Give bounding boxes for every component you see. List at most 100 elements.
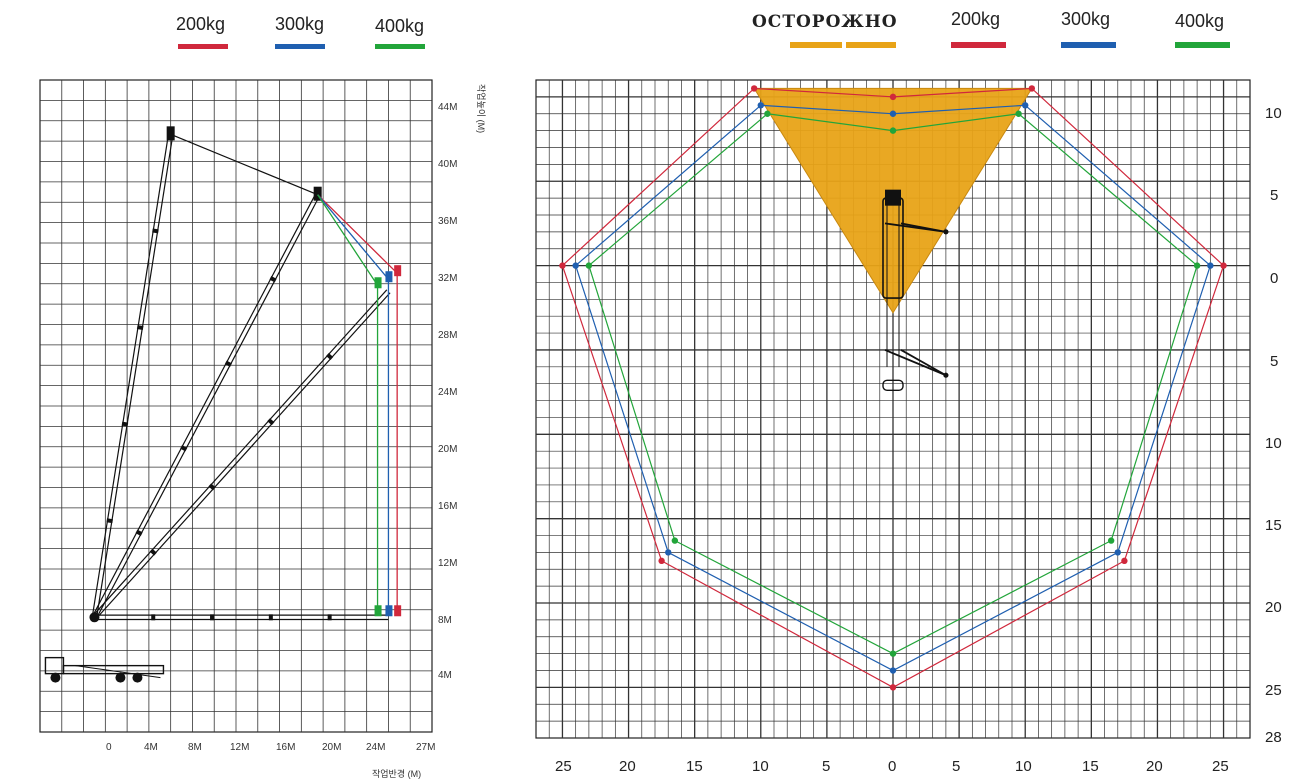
side-y-tick-40: 40M <box>438 159 457 170</box>
side-y-tick-28: 28M <box>438 330 457 341</box>
side-y-tick-44: 44M <box>438 102 457 113</box>
boom-1-rail-a <box>96 134 174 618</box>
top-range-400kg-vertex <box>1107 537 1115 544</box>
basket-300kg-low-icon <box>385 605 393 617</box>
boom-section-joint <box>180 445 188 452</box>
basket-icon <box>313 186 322 201</box>
top-range-300kg-vertex <box>757 102 764 109</box>
side-y-tick-4: 4M <box>438 670 452 681</box>
top-range-400kg-vertex <box>671 537 679 544</box>
legend-right-200kg-label: 200kg <box>951 9 1000 29</box>
top-x-tick-20-right: 20 <box>1146 758 1163 775</box>
top-range-300kg-vertex <box>889 110 897 117</box>
truck-outrigger-line <box>75 665 161 679</box>
boom-section-joint <box>208 483 216 491</box>
side-x-tick-20: 20M <box>322 742 341 753</box>
legend-left-300kg-label: 300kg <box>275 14 324 34</box>
outrigger-line <box>884 349 947 377</box>
top-range-200kg-vertex <box>750 85 758 92</box>
top-x-tick-10-left: 10 <box>752 758 769 775</box>
boom-section-joint <box>152 228 159 234</box>
top-x-tick-25-left: 25 <box>555 758 572 775</box>
legend-left-200kg-label: 200kg <box>176 14 225 34</box>
side-x-tick-16: 16M <box>276 742 295 753</box>
top-x-tick-10-right: 10 <box>1015 758 1032 775</box>
basket-200kg-low-icon <box>394 605 402 617</box>
top-range-400kg-vertex <box>889 127 897 134</box>
truck-wheel-icon <box>115 672 126 683</box>
top-range-400kg-vertex <box>764 110 771 117</box>
top-y-tick-20: 20 <box>1265 599 1282 616</box>
outrigger-line <box>900 222 947 233</box>
top-view-x-ticks: 25 20 15 10 5 0 5 10 15 20 25 <box>555 758 1229 775</box>
top-range-200kg-vertex <box>559 262 566 269</box>
boom-section-joint <box>268 614 273 621</box>
top-view-marks <box>559 85 1227 691</box>
legend-right: ОСТОРОЖНО 200kg 300kg 400kg <box>752 9 1230 48</box>
top-x-tick-5-left: 5 <box>822 758 830 775</box>
side-x-tick-4: 4M <box>144 742 158 753</box>
basket-200kg-high-icon <box>394 265 402 277</box>
legend-warning-swatch-2 <box>846 42 896 48</box>
top-range-300kg-vertex <box>889 667 897 674</box>
legend-right-400kg-label: 400kg <box>1175 11 1224 31</box>
top-range-300kg-vertex <box>1114 549 1121 556</box>
outrigger-pad-icon <box>943 229 949 235</box>
top-y-tick-5-up: 5 <box>1270 187 1278 204</box>
top-y-tick-5-down: 5 <box>1270 353 1278 370</box>
boom-section-joint <box>151 614 156 621</box>
top-y-tick-28: 28 <box>1265 729 1282 746</box>
side-x-tick-27: 27M <box>416 742 435 753</box>
top-range-300kg-vertex <box>665 549 672 556</box>
top-x-tick-0: 0 <box>888 758 896 775</box>
boom-pivot-icon <box>89 612 100 623</box>
side-x-axis-title: 작업반경 (M) <box>372 768 421 779</box>
legend-warning-label: ОСТОРОЖНО <box>752 12 898 32</box>
side-y-tick-8: 8M <box>438 615 452 626</box>
legend-right-300kg-label: 300kg <box>1061 9 1110 29</box>
top-range-400kg-vertex <box>889 650 897 657</box>
top-view-chart: 10 5 0 5 10 15 20 25 28 25 20 15 10 5 0 … <box>535 79 1282 775</box>
side-view-x-ticks: 0 4M 8M 12M 16M 20M 24M 27M <box>106 742 435 753</box>
top-range-400kg-vertex <box>1015 110 1022 117</box>
top-range-200kg-vertex <box>1220 262 1227 269</box>
jib-line <box>170 133 318 196</box>
top-range-300kg-vertex <box>1022 102 1029 109</box>
top-range-200kg-vertex <box>889 684 897 691</box>
basket-300kg-high-icon <box>385 271 393 283</box>
boom-3-rail-b <box>92 289 388 617</box>
outrigger-pad-icon <box>943 372 949 378</box>
side-y-tick-24: 24M <box>438 387 457 398</box>
truck-wheel-icon <box>50 672 61 683</box>
top-y-tick-10-up: 10 <box>1265 105 1282 122</box>
top-x-tick-5-right: 5 <box>952 758 960 775</box>
legend-left-400kg-label: 400kg <box>375 16 424 36</box>
side-y-tick-20: 20M <box>438 444 457 455</box>
legend-left-200kg-swatch <box>178 44 228 49</box>
side-view-y-ticks: 44M 40M 36M 32M 28M 24M 20M 16M 12M 8M 4… <box>438 102 457 681</box>
truck-top-rear-icon <box>882 379 904 392</box>
legend-right-200kg-swatch <box>951 42 1006 48</box>
legend-warning-swatch-1 <box>790 42 842 48</box>
side-y-axis-title: 작업높이 (M) <box>476 84 486 133</box>
top-range-200kg-vertex <box>658 557 665 565</box>
boom-section-joint <box>210 614 215 621</box>
truck-top-cab-icon <box>885 189 901 206</box>
boom-section-joint <box>106 518 113 524</box>
basket-400kg-low-icon <box>374 605 382 617</box>
side-view-chart: 44M 40M 36M 32M 28M 24M 20M 16M 12M 8M 4… <box>39 79 486 779</box>
side-x-tick-0: 0 <box>106 742 112 753</box>
top-x-tick-15-left: 15 <box>686 758 703 775</box>
top-range-200kg-vertex <box>1028 85 1036 92</box>
legend-left: 200kg 300kg 400kg <box>176 14 425 49</box>
basket-400kg-high-icon <box>374 277 382 289</box>
legend-left-400kg-swatch <box>375 44 425 49</box>
boom-3-rail-a <box>95 292 391 620</box>
top-x-tick-15-right: 15 <box>1082 758 1099 775</box>
side-y-tick-36: 36M <box>438 216 457 227</box>
side-y-tick-12: 12M <box>438 558 457 569</box>
boom-1-rail-b <box>91 133 170 618</box>
legend-left-300kg-swatch <box>275 44 325 49</box>
top-y-tick-0: 0 <box>1270 270 1278 287</box>
